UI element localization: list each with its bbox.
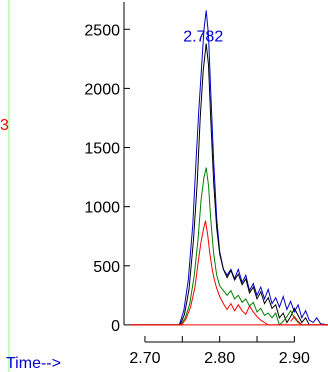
y-tick-label: 500 <box>93 259 120 276</box>
series-line-4 <box>130 220 328 326</box>
series-line-5 <box>290 315 303 326</box>
side-fragment-label: 3 <box>0 117 9 134</box>
x-tick-label: 2.70 <box>129 350 160 367</box>
series-line-2 <box>130 43 328 326</box>
y-tick-label: 2500 <box>84 22 120 39</box>
y-tick-label: 1000 <box>84 200 120 217</box>
y-tick-label: 0 <box>111 318 120 335</box>
y-tick-label: 2000 <box>84 81 120 98</box>
axes-layer: 0 500 1000 1500 2000 2500 2.70 2.80 2.90 <box>84 2 310 367</box>
x-axis-label: Time--> <box>6 355 61 372</box>
y-tick-label: 1500 <box>84 141 120 158</box>
x-tick-label: 2.90 <box>279 350 310 367</box>
x-tick-label: 2.80 <box>204 350 235 367</box>
peak-label: 2.782 <box>183 28 223 45</box>
series-line-1 <box>130 10 328 326</box>
series-layer <box>130 10 328 326</box>
series-line-3 <box>130 167 328 326</box>
